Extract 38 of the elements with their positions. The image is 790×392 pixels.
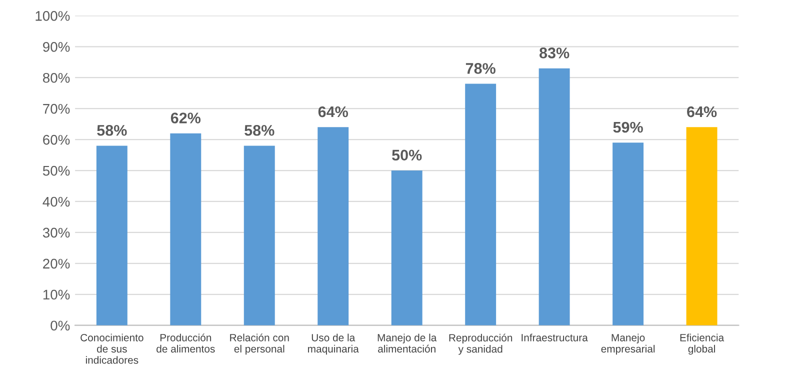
- bar: [244, 146, 275, 326]
- y-tick-label: 10%: [43, 290, 70, 300]
- x-tick-label: Producción de alimentos: [156, 334, 215, 353]
- y-tick-label: 40%: [42, 196, 70, 207]
- y-tick-label: 90%: [43, 42, 70, 52]
- data-label: 59%: [613, 122, 643, 133]
- bar: [465, 84, 496, 326]
- data-label: 64%: [687, 106, 717, 118]
- bar: [612, 142, 644, 326]
- y-tick-label: 70%: [43, 104, 70, 114]
- x-tick-label: Conocimiento de sus indicadores: [80, 334, 144, 364]
- x-tick-label: Uso de la maquinaria: [308, 334, 359, 355]
- data-label: 62%: [170, 112, 201, 124]
- bar: [391, 170, 422, 326]
- data-label: 78%: [466, 63, 496, 74]
- y-tick-label: 0%: [50, 320, 70, 331]
- x-tick-label: Relación con el personal: [230, 334, 289, 355]
- data-label: 64%: [318, 106, 348, 118]
- y-tick-label: 30%: [42, 228, 70, 238]
- bar: [538, 68, 570, 326]
- x-tick-label: Manejo de la alimentación: [378, 334, 437, 353]
- data-label: 58%: [97, 124, 127, 136]
- y-tick-label: 100%: [36, 11, 70, 21]
- x-tick-label: Manejo empresarial: [601, 334, 655, 355]
- x-tick-label: Eficiencia global: [680, 334, 724, 355]
- x-tick-label: Reproducción y sanidad: [449, 334, 512, 355]
- bar: [170, 133, 202, 326]
- data-label: 58%: [244, 124, 274, 136]
- y-tick-label: 80%: [42, 72, 70, 83]
- x-tick-label: Infraestructura: [522, 334, 588, 342]
- bar: [318, 127, 349, 326]
- bar: [96, 146, 128, 326]
- data-label: 83%: [540, 48, 570, 58]
- bar: [686, 127, 718, 326]
- y-tick-label: 50%: [42, 166, 70, 176]
- y-tick-label: 60%: [43, 134, 70, 145]
- y-tick-label: 20%: [43, 258, 70, 269]
- data-label: 50%: [392, 150, 422, 161]
